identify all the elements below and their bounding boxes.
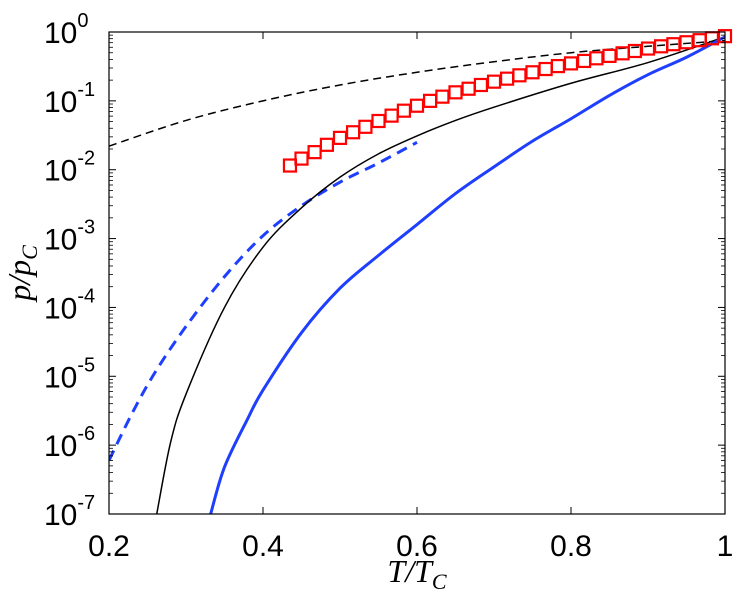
y-tick-base: 10 — [44, 17, 77, 50]
marker-layer — [282, 29, 733, 173]
y-tick-exponent: -5 — [77, 354, 95, 376]
y-tick-label: 10-3 — [44, 217, 95, 257]
y-tick-exponent: -1 — [77, 79, 95, 101]
y-tick-label: 10-4 — [44, 285, 95, 325]
x-tick-label: 0.6 — [396, 530, 438, 563]
x-tick-label: 1 — [717, 530, 734, 563]
series-line-black-solid — [156, 36, 725, 514]
x-axis-label-main: T/T — [387, 553, 434, 589]
series-line-blue-dashed — [109, 140, 418, 462]
y-axis-label: p/pC — [1, 245, 42, 303]
data-point-square — [307, 145, 322, 160]
y-tick-label: 100 — [44, 10, 89, 50]
y-tick-exponent: -4 — [77, 285, 95, 307]
y-axis-label-main: p/p — [1, 260, 37, 303]
y-tick-exponent: 0 — [77, 10, 88, 32]
y-tick-label: 10-6 — [44, 423, 95, 463]
y-axis-label-subscript: C — [17, 245, 42, 260]
y-tick-base: 10 — [44, 430, 77, 463]
plot-area — [108, 29, 733, 515]
y-tick-base: 10 — [44, 86, 77, 119]
series-line-blue-solid — [209, 35, 725, 514]
y-tick-label: 10-2 — [44, 148, 95, 188]
x-tick-label: 0.8 — [550, 530, 592, 563]
y-tick-base: 10 — [44, 224, 77, 257]
y-tick-exponent: -3 — [77, 217, 95, 239]
y-tick-exponent: -2 — [77, 148, 95, 170]
y-tick-base: 10 — [44, 292, 77, 325]
x-axis-label: T/TC — [387, 553, 446, 591]
x-tick-label: 0.4 — [242, 530, 284, 563]
y-tick-label: 10-5 — [44, 354, 95, 394]
x-tick-labels: 0.2 0.4 0.6 0.8 1 — [88, 530, 733, 563]
y-tick-base: 10 — [44, 361, 77, 394]
x-tick-label: 0.2 — [88, 530, 130, 563]
x-axis-label-subscript: C — [432, 569, 447, 591]
y-tick-exponent: -7 — [77, 492, 95, 514]
y-tick-base: 10 — [44, 499, 77, 532]
y-tick-label: 10-7 — [44, 492, 95, 532]
y-tick-exponent: -6 — [77, 423, 95, 445]
tick-layer — [108, 31, 726, 515]
y-tick-label: 10-1 — [44, 79, 95, 119]
y-tick-base: 10 — [44, 155, 77, 188]
